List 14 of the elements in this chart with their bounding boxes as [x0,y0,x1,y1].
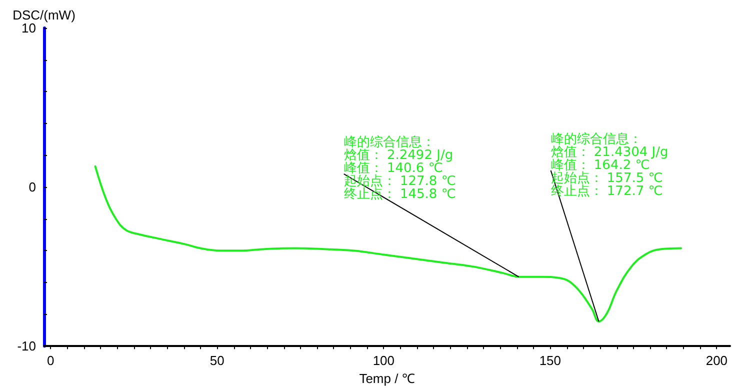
annotation: 峰的综合信息： [344,134,435,150]
y-tick-label: -10 [17,338,36,354]
x-tick-label: 100 [372,353,395,368]
y-tick-label: 0 [28,180,36,195]
x-tick-label: 0 [47,353,54,368]
x-tick-label: 50 [210,353,224,368]
x-tick-label: 200 [706,353,728,368]
y-axis-title: DSC/(mW) [12,8,76,23]
annotation: 起始点： 127.8 ℃ [344,174,456,189]
annotation: 峰值： 140.6 ℃ [344,160,443,176]
x-tick-label: 150 [539,353,562,368]
x-axis-title: Temp / ℃ [359,371,415,386]
annotation: 焓值： 2.2492 J/g [344,148,454,163]
y-tick-label: 10 [22,20,36,36]
